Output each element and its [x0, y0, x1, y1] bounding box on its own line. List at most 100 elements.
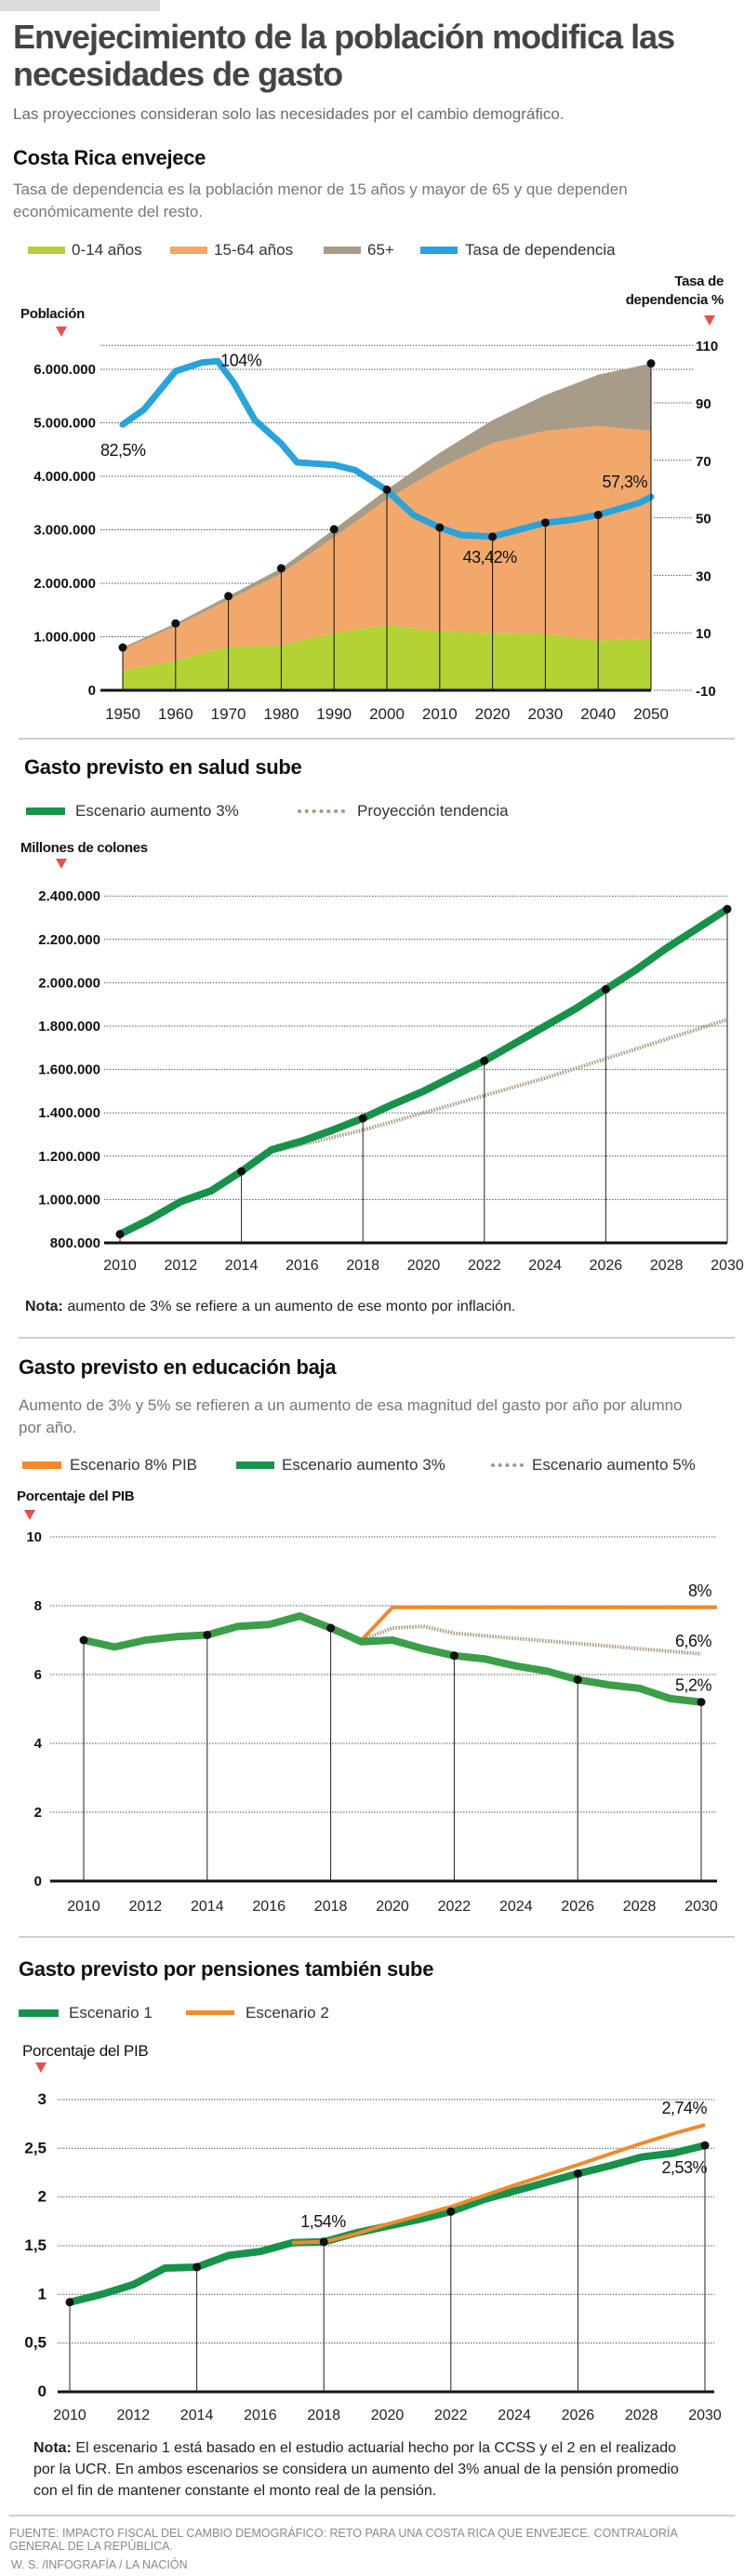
x-tick-label: 2016	[244, 2408, 277, 2423]
legend-label: Escenario aumento 3%	[75, 802, 239, 820]
page-subtitle: Las proyecciones consideran solo las nec…	[13, 105, 565, 123]
x-tick-label: 1990	[316, 705, 352, 723]
data-point-marker	[435, 523, 445, 532]
y-tick-label-right: -10	[696, 684, 716, 700]
legend-label: 15-64 años	[214, 241, 294, 259]
data-point-marker	[326, 1623, 336, 1633]
y-tick-label: 1.800.000	[38, 1019, 100, 1034]
note: Nota: aumento de 3% se refiere a un aume…	[25, 1296, 676, 1317]
legend-label: 65+	[367, 241, 394, 259]
y-tick-label: 0,5	[24, 2334, 46, 2352]
triangle-down-icon	[704, 315, 715, 326]
section-title-pensiones: Gasto previsto por pensiones también sub…	[19, 1957, 434, 1981]
data-point-marker	[573, 1675, 582, 1685]
chart-salud: 800.000 1.000.000 1.200.000 1.400.000 1.600.…	[38, 888, 744, 1274]
scenario-1-line	[69, 2142, 706, 2306]
y-tick-label-left: 3.000.000	[33, 523, 96, 539]
data-label: 2,74%	[661, 2099, 707, 2117]
y-tick-label: 2,5	[24, 2139, 46, 2156]
y-tick-label-left: 2.000.000	[33, 576, 96, 592]
data-label: 2,53%	[661, 2158, 707, 2177]
right-axis-title-line: dependencia %	[625, 292, 724, 308]
right-axis-title-line: Tasa de	[674, 274, 724, 289]
legend-swatch-5pct	[491, 1463, 524, 1467]
data-point-marker	[276, 564, 286, 573]
x-tick-label: 1980	[263, 705, 299, 723]
y-tick-label-right: 10	[696, 626, 711, 642]
y-tick-label: 0	[34, 1874, 42, 1889]
x-tick-label: 2018	[346, 1258, 379, 1274]
x-tick-label: 2030	[684, 1899, 718, 1915]
x-tick-label: 2010	[53, 2408, 86, 2423]
x-tick-label: 2050	[633, 705, 669, 723]
legend-label: Escenario aumento 5%	[532, 1456, 696, 1474]
note-label: Nota:	[25, 1299, 63, 1315]
x-tick-label: 2000	[369, 705, 405, 723]
note: Nota: El escenario 1 está basado en el e…	[33, 2437, 684, 2502]
data-point-marker	[723, 904, 732, 914]
data-point-marker	[601, 984, 610, 994]
x-tick-label: 2020	[371, 2408, 405, 2423]
data-point-marker	[115, 1230, 125, 1239]
y-tick-label: 1,5	[24, 2236, 46, 2254]
data-point-marker	[480, 1056, 489, 1065]
legend-swatch-escenario-2	[186, 2010, 234, 2015]
legend-label: Tasa de dependencia	[465, 241, 616, 259]
y-tick-label: 1	[38, 2285, 46, 2302]
legend-swatch-15-64	[170, 247, 207, 254]
x-tick-label: 2010	[67, 1899, 100, 1915]
x-tick-label: 2026	[562, 2408, 595, 2423]
y-tick-label: 1.200.000	[38, 1149, 100, 1165]
right-axis-title: Tasa de dependencia %	[626, 273, 724, 310]
triangle-down-icon	[35, 2062, 46, 2073]
data-label: 57,3%	[602, 473, 647, 491]
chart-population: 0 1.000.000 2.000.000 3.000.000 4.000.000 5.0…	[33, 339, 718, 723]
x-tick-label: 2010	[103, 1258, 137, 1274]
divider	[19, 1936, 735, 1938]
triangle-down-icon	[24, 1510, 35, 1520]
x-tick-label: 2014	[191, 1899, 224, 1915]
scenario-5pct-line	[361, 1624, 702, 1656]
data-point-marker	[319, 2237, 328, 2247]
data-point-marker	[382, 485, 392, 494]
area-65-plus	[123, 363, 651, 649]
axis-title: Porcentaje del PIB	[22, 2042, 149, 2060]
data-point-marker	[79, 1635, 88, 1645]
y-tick-label-right: 110	[696, 339, 718, 354]
y-tick-label-left: 6.000.000	[33, 362, 96, 378]
x-tick-label: 2022	[468, 1258, 501, 1274]
legend-salud: Escenario aumento 3% Proyección tendenci…	[0, 802, 744, 822]
y-tick-label-right: 70	[696, 454, 711, 470]
data-point-marker	[224, 592, 233, 601]
y-tick-label: 3	[38, 2090, 46, 2108]
note-text: aumento de 3% se refiere a un aumento de…	[62, 1299, 516, 1315]
data-point-marker	[358, 1114, 367, 1123]
x-tick-label: 2024	[528, 1258, 562, 1274]
data-label: 1,54%	[300, 2212, 346, 2231]
data-point-marker	[329, 525, 339, 534]
left-axis-title: Población	[20, 306, 85, 322]
y-tick-label-right: 90	[696, 396, 711, 412]
section-description: Tasa de dependencia es la población meno…	[13, 180, 628, 220]
x-tick-label: 2028	[623, 1899, 657, 1915]
data-point-marker	[118, 643, 127, 652]
x-tick-label: 2040	[580, 705, 616, 723]
x-tick-label: 2020	[376, 1899, 409, 1915]
legend-educacion: Escenario 8% PIB Escenario aumento 3% Es…	[0, 1456, 744, 1476]
y-tick-label: 2	[38, 2188, 46, 2206]
data-point-marker	[449, 1651, 458, 1661]
x-tick-label: 2028	[650, 1258, 684, 1274]
y-tick-label: 1.400.000	[38, 1105, 100, 1121]
triangle-down-icon	[56, 327, 67, 337]
y-tick-label-left: 4.000.000	[33, 469, 96, 485]
data-point-marker	[700, 2141, 710, 2150]
legend-label: 0-14 años	[72, 241, 142, 259]
top-bar	[0, 0, 160, 11]
data-label: 5,2%	[675, 1676, 712, 1695]
note-text: El escenario 1 está basado en el estudio…	[33, 2440, 679, 2499]
data-label: 8%	[688, 1582, 712, 1600]
legend-label: Escenario aumento 3%	[282, 1456, 445, 1474]
data-point-marker	[65, 2298, 74, 2307]
section-title-salud: Gasto previsto en salud sube	[24, 755, 302, 779]
